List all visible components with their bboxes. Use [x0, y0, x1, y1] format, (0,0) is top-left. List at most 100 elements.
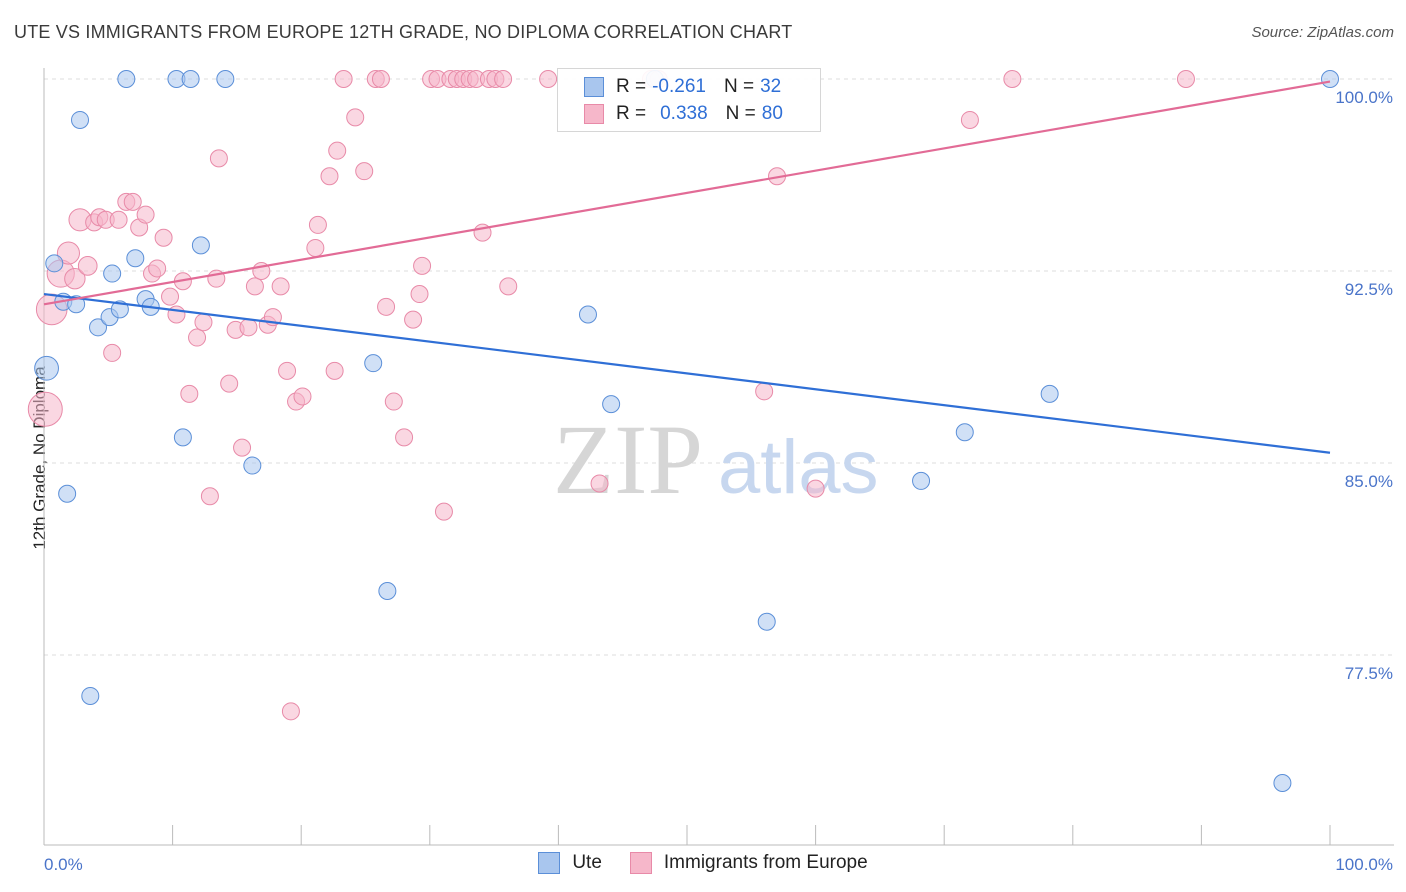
- immigrants-point: [123, 192, 142, 211]
- immigrants-point: [64, 267, 86, 290]
- x-tick-label-end: 100.0%: [1335, 855, 1393, 874]
- ute-point: [602, 395, 621, 414]
- axes: [43, 68, 1394, 846]
- immigrants-point: [334, 70, 353, 88]
- immigrants-point: [395, 428, 414, 447]
- watermark: ZIP atlas: [553, 404, 879, 515]
- r-label: R =: [616, 76, 647, 97]
- ute-point: [578, 305, 597, 324]
- series-legend: Ute Immigrants from Europe: [0, 852, 1406, 874]
- immigrants-point: [278, 361, 297, 380]
- immigrants-point: [245, 277, 264, 296]
- immigrants-point: [806, 479, 825, 498]
- immigrants-point: [434, 502, 453, 521]
- watermark-zip: ZIP: [553, 404, 703, 515]
- ute-point: [1040, 384, 1059, 403]
- n-label: N =: [723, 76, 755, 97]
- trend-lines: [43, 80, 1331, 454]
- ute-point: [89, 318, 108, 337]
- watermark-atlas: atlas: [718, 425, 879, 510]
- r-label: R =: [616, 103, 647, 124]
- ute-point: [126, 249, 145, 268]
- immigrants-point: [384, 392, 403, 411]
- ute-point: [243, 456, 262, 475]
- immigrants-point: [220, 374, 239, 393]
- immigrants-point: [233, 438, 252, 457]
- immigrants-point: [960, 110, 979, 129]
- y-tick-label: 92.5%: [1345, 280, 1393, 299]
- ute-trend-line: [43, 292, 1331, 454]
- ute-point: [34, 355, 59, 381]
- ute-point: [912, 471, 931, 490]
- immigrants-point: [494, 70, 513, 88]
- legend-item-ute[interactable]: Ute: [538, 852, 602, 874]
- ute-point: [81, 686, 100, 705]
- legend-item-immigrants[interactable]: Immigrants from Europe: [629, 852, 868, 874]
- immigrants-point: [56, 241, 80, 265]
- gridlines: [44, 78, 1394, 656]
- immigrants-point: [209, 149, 228, 168]
- ute-point: [117, 70, 136, 88]
- immigrants-point: [1003, 70, 1022, 88]
- immigrants-point: [328, 141, 347, 160]
- immigrants-point: [371, 70, 390, 88]
- y-tick-label: 100.0%: [1335, 88, 1393, 107]
- r-value: 0.338: [660, 103, 708, 124]
- x-tick-label-start: 0.0%: [44, 855, 83, 874]
- tick-labels: 100.0% 92.5% 85.0% 77.5% 0.0% 100.0%: [44, 88, 1393, 874]
- immigrants-point: [136, 205, 155, 224]
- immigrants-point: [413, 256, 432, 275]
- immigrants-point: [590, 474, 609, 493]
- immigrants-point: [77, 256, 98, 276]
- ute-point: [216, 70, 235, 88]
- immigrants-legend-swatch: [629, 852, 652, 874]
- ute-point: [378, 582, 397, 600]
- immigrants-point: [355, 162, 374, 181]
- immigrants-point: [200, 487, 219, 506]
- ute-point: [1273, 774, 1292, 792]
- legend-label-immigrants: Immigrants from Europe: [663, 852, 868, 873]
- immigrants-point: [109, 210, 128, 229]
- legend-label-ute: Ute: [572, 852, 602, 873]
- ute-point: [45, 254, 64, 273]
- immigrants-point: [154, 228, 173, 247]
- immigrants-point: [281, 702, 300, 721]
- immigrants-point: [410, 285, 429, 304]
- ute-point: [955, 423, 974, 442]
- immigrants-point: [239, 318, 258, 337]
- ute-point: [173, 428, 192, 447]
- chart-title: UTE VS IMMIGRANTS FROM EUROPE 12TH GRADE…: [14, 22, 793, 42]
- ute-point: [71, 110, 90, 129]
- source-label: Source: ZipAtlas.com: [1251, 24, 1394, 41]
- r-value: -0.261: [652, 76, 706, 97]
- immigrants-point: [180, 384, 199, 403]
- ute-point: [364, 354, 383, 373]
- n-label: N =: [725, 103, 756, 124]
- immigrants-point: [293, 387, 312, 406]
- ute-legend-swatch: [538, 852, 561, 874]
- immigrants-point: [755, 382, 774, 401]
- immigrants-point: [1176, 70, 1195, 88]
- ute-point: [110, 300, 129, 319]
- immigrants-point: [161, 287, 180, 306]
- ute-point: [757, 612, 776, 631]
- immigrants-point: [377, 297, 396, 316]
- y-tick-label: 77.5%: [1345, 664, 1393, 683]
- stats-legend: R = -0.261 N = 32 R = 0.338 N = 80: [557, 68, 821, 132]
- immigrants-point: [148, 259, 167, 278]
- immigrants-point: [194, 313, 213, 332]
- immigrants-swatch: [584, 104, 604, 124]
- immigrants-point: [404, 310, 423, 329]
- immigrants-trend-line: [43, 80, 1331, 306]
- immigrants-point: [308, 215, 327, 234]
- legend-row-immigrants: R = 0.338 N = 80: [558, 100, 783, 128]
- immigrants-point: [325, 361, 344, 380]
- immigrants-point: [539, 70, 558, 88]
- ute-swatch: [584, 77, 604, 97]
- ute-point: [58, 484, 77, 503]
- immigrants-point: [306, 238, 325, 257]
- ute-point: [181, 70, 200, 88]
- ute-point: [103, 264, 122, 283]
- n-value: 32: [760, 76, 782, 97]
